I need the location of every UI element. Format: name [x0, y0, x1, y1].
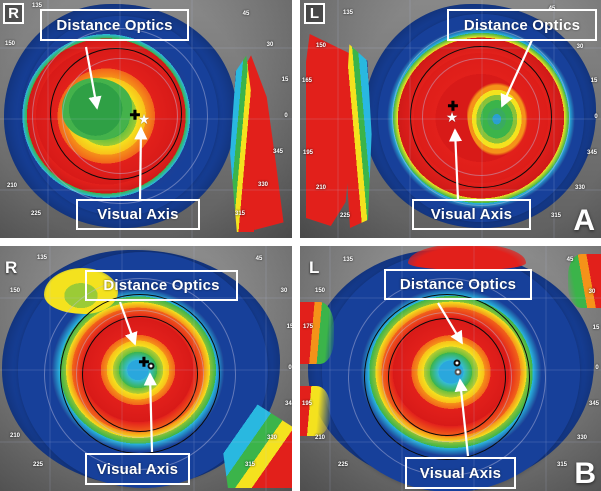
- degree-tick: 315: [244, 462, 256, 468]
- optic-zone-circle-inner: [82, 316, 198, 432]
- visual-axis-star-marker: ★: [137, 111, 151, 127]
- optic-zone-circle-inner: [388, 318, 506, 436]
- peripheral-red-band-edge: [344, 44, 372, 228]
- degree-tick: 30: [266, 42, 274, 48]
- degree-tick: 165: [301, 78, 313, 84]
- degree-tick: 15: [286, 324, 292, 330]
- degree-tick: 135: [36, 255, 48, 261]
- degree-tick: 345: [272, 149, 284, 155]
- panel-letter-b: B: [574, 457, 596, 490]
- callout-visual-axis[interactable]: Visual Axis: [405, 457, 516, 489]
- degree-tick: 0: [594, 114, 598, 120]
- degree-tick: 330: [257, 182, 269, 188]
- eye-side-label-right: R: [5, 258, 18, 277]
- corneal-apex-cross-marker: ✚: [447, 98, 459, 114]
- degree-tick: 210: [6, 183, 18, 189]
- optic-zone-circle: [50, 48, 182, 180]
- degree-tick: 15: [281, 77, 289, 83]
- panel-bottom-left[interactable]: 135 150 45 30 15 0 345 330 315 210 225 ✚…: [0, 246, 292, 491]
- degree-tick: 0: [288, 365, 292, 371]
- degree-tick: 175: [302, 324, 314, 330]
- degree-tick: 150: [9, 288, 21, 294]
- degree-tick: 195: [302, 150, 314, 156]
- degree-tick: 135: [31, 3, 43, 9]
- callout-distance-optics[interactable]: Distance Optics: [447, 9, 597, 41]
- visual-axis-star-marker: ★: [445, 109, 459, 125]
- corneal-apex-dot-marker: [453, 359, 461, 367]
- degree-tick: 330: [266, 435, 278, 441]
- guide-circle-outer: [348, 278, 546, 476]
- degree-tick: 150: [315, 43, 327, 49]
- degree-tick: 315: [556, 462, 568, 468]
- corneal-apex-cross-marker: ✚: [129, 107, 141, 123]
- callout-distance-optics[interactable]: Distance Optics: [40, 9, 189, 41]
- peripheral-colour-fragment-left: [300, 302, 334, 364]
- guide-circle-outer: [32, 28, 208, 204]
- degree-tick: 315: [550, 213, 562, 219]
- degree-tick: 45: [242, 11, 250, 17]
- visual-axis-dot-marker: [454, 368, 462, 376]
- optic-zone-circle-outer: [364, 294, 530, 460]
- degree-tick: 45: [255, 256, 263, 262]
- callout-distance-optics[interactable]: Distance Optics: [384, 269, 532, 300]
- visual-axis-dot-marker: [147, 362, 155, 370]
- peripheral-colour-fragment-right: [568, 254, 601, 308]
- callout-visual-axis[interactable]: Visual Axis: [412, 199, 531, 230]
- panel-top-left[interactable]: 135 150 45 30 15 0 345 330 315 210 225 ✚…: [0, 0, 292, 238]
- degree-tick: 225: [337, 462, 349, 468]
- peripheral-red-band-edge: [230, 55, 254, 232]
- superior-red-cap: [408, 246, 526, 270]
- degree-tick: 0: [595, 365, 599, 371]
- degree-tick: 30: [588, 289, 596, 295]
- degree-tick: 15: [592, 325, 600, 331]
- degree-tick: 210: [315, 185, 327, 191]
- degree-tick: 330: [576, 435, 588, 441]
- guide-circle-outer: [44, 278, 236, 470]
- panel-letter-a: A: [573, 204, 595, 237]
- eye-side-label-left: L: [309, 258, 320, 277]
- degree-tick: 225: [32, 462, 44, 468]
- degree-tick: 135: [342, 257, 354, 263]
- callout-visual-axis[interactable]: Visual Axis: [76, 199, 200, 230]
- eye-side-badge-right: R: [3, 3, 24, 24]
- degree-tick: 225: [339, 213, 351, 219]
- eye-side-badge-left: L: [304, 3, 325, 24]
- guide-circle-outer: [392, 28, 570, 206]
- degree-tick: 45: [566, 257, 574, 263]
- degree-tick: 30: [280, 288, 288, 294]
- callout-distance-optics[interactable]: Distance Optics: [85, 270, 238, 301]
- degree-tick: 210: [314, 435, 326, 441]
- degree-tick: 345: [284, 401, 292, 407]
- peripheral-colour-fragment-lower-left: [300, 386, 330, 436]
- degree-tick: 195: [301, 401, 313, 407]
- degree-tick: 345: [586, 150, 598, 156]
- callout-visual-axis[interactable]: Visual Axis: [85, 453, 190, 485]
- panel-bottom-right[interactable]: 135 150 175 195 210 225 45 30 15 0 345 3…: [300, 246, 601, 491]
- degree-tick: 135: [342, 10, 354, 16]
- degree-tick: 15: [590, 78, 598, 84]
- degree-tick: 0: [284, 113, 288, 119]
- panel-top-right[interactable]: 135 150 165 195 210 225 45 30 15 0 345 3…: [300, 0, 601, 238]
- degree-tick: 345: [588, 401, 600, 407]
- degree-tick: 330: [574, 185, 586, 191]
- degree-tick: 30: [576, 44, 584, 50]
- optic-zone-circle: [410, 46, 552, 188]
- corneal-apex-cross-marker: ✚: [138, 354, 150, 370]
- degree-tick: 315: [234, 211, 246, 217]
- degree-tick: 210: [9, 433, 21, 439]
- degree-tick: 225: [30, 211, 42, 217]
- degree-tick: 150: [4, 41, 16, 47]
- degree-tick: 150: [314, 288, 326, 294]
